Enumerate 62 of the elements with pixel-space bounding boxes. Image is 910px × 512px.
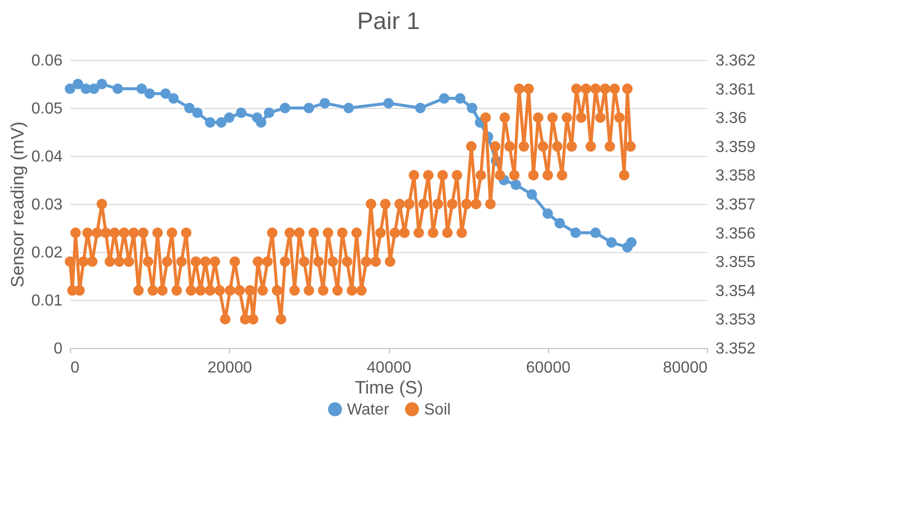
y2-tick-label: 3.357: [716, 196, 756, 214]
point: [304, 102, 314, 114]
point: [510, 180, 522, 190]
point: [204, 117, 216, 128]
point: [570, 228, 581, 238]
y-tick-label: 0: [54, 340, 63, 358]
y2-tick-label: 3.352: [716, 340, 756, 358]
point: [72, 78, 84, 90]
y2-tick-label: 3.359: [716, 138, 756, 156]
point: [88, 84, 100, 94]
point: [454, 93, 466, 104]
point: [136, 84, 147, 94]
point: [343, 102, 354, 114]
x-tick-label: 0: [70, 360, 80, 376]
y-tick-label: 0.02: [31, 244, 63, 262]
point: [554, 218, 565, 228]
point: [64, 84, 76, 94]
x-tick-label: 80000: [663, 360, 708, 376]
point: [184, 102, 195, 114]
y2-tick-label: 3.353: [716, 312, 756, 329]
point: [466, 102, 478, 114]
x-tick-label: 20000: [208, 360, 252, 376]
point: [590, 228, 601, 238]
y2-tick-label: 3.355: [716, 254, 756, 272]
point: [96, 78, 108, 90]
point: [192, 108, 203, 118]
x-tick-label: 60000: [526, 360, 571, 376]
point: [280, 102, 290, 114]
point: [320, 98, 330, 108]
y2-tick-label: 3.362: [716, 52, 756, 70]
point: [526, 189, 538, 200]
y2-tick-label: 3.361: [716, 81, 756, 98]
point: [606, 237, 617, 248]
y-tick-label: 0.01: [31, 292, 63, 310]
point: [438, 93, 450, 104]
x-tick-label: 40000: [366, 360, 412, 376]
point: [144, 88, 155, 99]
chart-title: Pair 1: [357, 8, 420, 35]
y-tick-label: 0.05: [31, 100, 63, 118]
point: [224, 112, 234, 123]
x-axis-title: Time (S): [354, 378, 424, 398]
point: [112, 84, 124, 94]
y2-tick-label: 3.354: [716, 282, 756, 300]
y-axis-title: Sensor reading (mV): [7, 121, 28, 288]
point: [383, 98, 394, 108]
point: [168, 93, 179, 104]
point: [216, 117, 227, 128]
legend-label: Soil: [424, 401, 451, 418]
y2-tick-label: 3.356: [716, 225, 756, 242]
point: [415, 102, 426, 114]
y2-tick-label: 3.36: [716, 110, 747, 128]
point: [160, 88, 171, 99]
point: [256, 117, 266, 128]
point: [264, 108, 274, 118]
point: [626, 237, 637, 248]
y2-tick-label: 3.358: [716, 168, 756, 185]
legend-label: Water: [347, 401, 390, 418]
y-tick-label: 0.03: [31, 196, 63, 214]
y-tick-label: 0.04: [31, 148, 63, 166]
point: [542, 208, 553, 219]
y-tick-label: 0.06: [31, 52, 63, 70]
point: [236, 108, 246, 118]
